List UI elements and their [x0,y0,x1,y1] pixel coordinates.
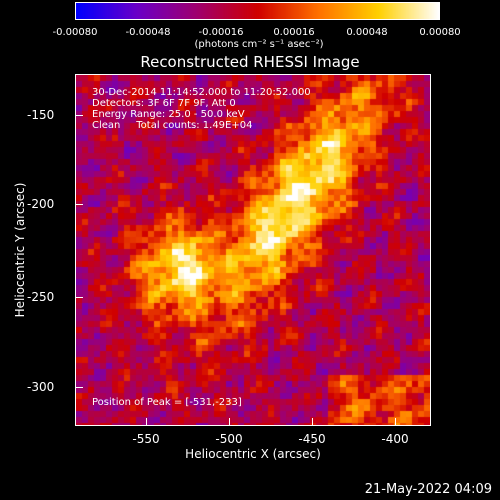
colorbar-units: (photons cm⁻² s⁻¹ asec⁻²) [194,39,324,50]
rhessi-image-frame: 30-Dec-2014 11:14:52.000 to 11:20:52.000… [75,74,431,426]
x-tickmark [146,418,147,425]
colorbar-tick: -0.00080 [52,27,98,38]
y-tick-label: -300 [27,380,55,394]
colorbar [75,2,440,20]
timestamp: 21-May-2022 04:09 [364,482,492,497]
info-detectors: Detectors: 3F 6F 7F 9F, Att 0 [92,98,236,109]
x-tick-label: -550 [132,432,160,446]
info-time: 30-Dec-2014 11:14:52.000 to 11:20:52.000 [92,87,311,98]
y-tickmark [76,297,83,298]
colorbar-tick: -0.00016 [198,27,244,38]
x-tick-label: -500 [215,432,243,446]
info-energy: Energy Range: 25.0 - 50.0 keV [92,109,245,120]
colorbar-tick: -0.00048 [125,27,171,38]
plot-title: Reconstructed RHESSI Image [140,53,360,71]
y-tickmark [76,387,83,388]
y-tick-label: -200 [27,197,55,211]
x-tickmark [229,418,230,425]
y-axis-label: Heliocentric Y (arcsec) [13,182,27,318]
y-tickmark [76,204,83,205]
colorbar-tick: 0.00080 [419,27,461,38]
x-tickmark [395,418,396,425]
y-tick-label: -250 [27,290,55,304]
y-tickmark [76,115,83,116]
x-tick-label: -400 [381,432,409,446]
rhessi-image [76,75,430,425]
peak-position: Position of Peak = [-531,-233] [92,397,242,408]
x-tick-label: -450 [298,432,326,446]
y-tick-label: -150 [27,108,55,122]
info-method: Clean Total counts: 1.49E+04 [92,120,253,131]
colorbar-tick: 0.00048 [346,27,388,38]
colorbar-tick: 0.00016 [273,27,315,38]
x-tickmark [312,418,313,425]
x-axis-label: Heliocentric X (arcsec) [185,447,321,461]
